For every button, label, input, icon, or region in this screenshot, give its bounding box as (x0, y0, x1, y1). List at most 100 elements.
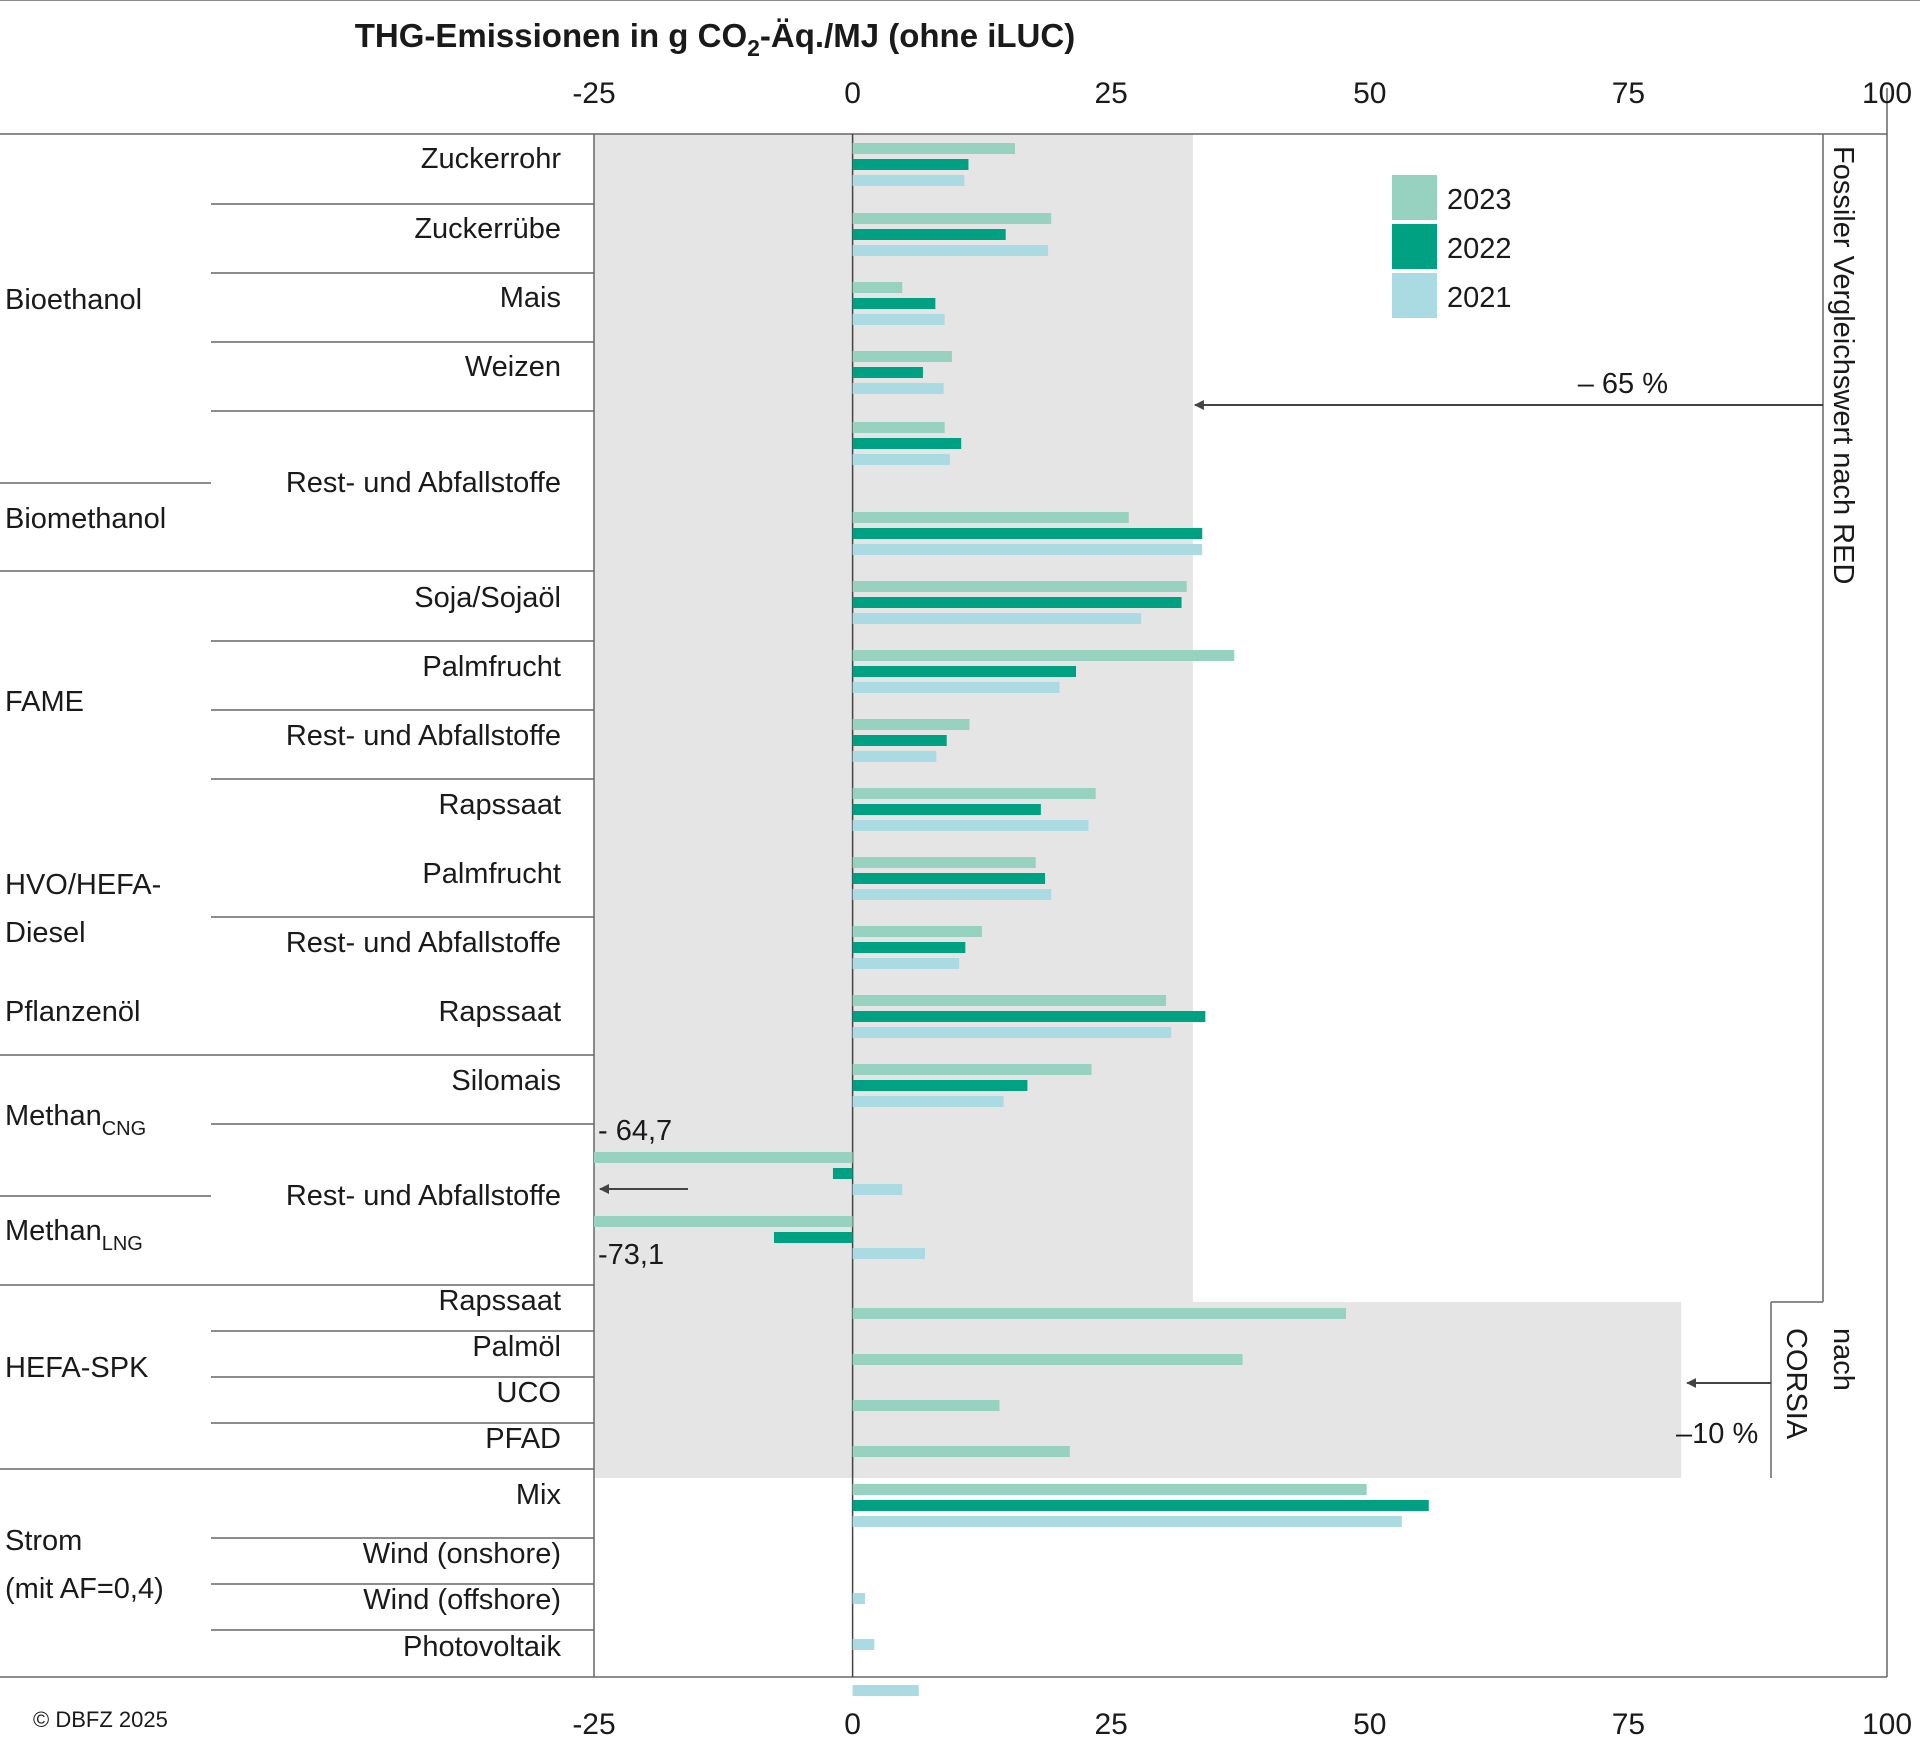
category-label: PFAD (485, 1423, 561, 1455)
bar (852, 544, 1203, 555)
group-label: Diesel (5, 917, 86, 949)
x-tick-top: 50 (1353, 77, 1386, 110)
bar (852, 1184, 903, 1195)
bar (852, 1516, 1402, 1527)
source-label: © DBFZ 2025 (33, 1707, 168, 1732)
bar (852, 1400, 1000, 1411)
x-tick-top: 0 (844, 77, 861, 110)
bar (852, 314, 945, 325)
bar (852, 735, 947, 746)
group-label: Pflanzenöl (5, 996, 140, 1028)
bar (852, 1639, 875, 1650)
x-tick-bottom: 50 (1353, 1708, 1386, 1741)
bar (594, 1152, 853, 1163)
offscale-value-label: -73,1 (598, 1239, 664, 1271)
category-label: Rapssaat (438, 789, 561, 821)
bars (594, 143, 1429, 1696)
category-label: Wind (offshore) (363, 1584, 561, 1616)
category-label: Mais (500, 282, 561, 314)
bar (852, 298, 936, 309)
bar (852, 1685, 919, 1696)
corsia-threshold-area (594, 1302, 1682, 1478)
bar (852, 1593, 866, 1604)
frame-lines (0, 0, 1920, 1678)
bar (852, 1500, 1429, 1511)
x-tick-bottom: 75 (1612, 1708, 1645, 1741)
legend-label: 2023 (1447, 184, 1512, 216)
bar (852, 597, 1182, 608)
bar (852, 1354, 1243, 1365)
bar (852, 1096, 1004, 1107)
bar (852, 351, 952, 362)
category-label: Rapssaat (438, 1285, 561, 1317)
x-tick-top: 25 (1095, 77, 1128, 110)
x-tick-bottom: -25 (572, 1708, 615, 1741)
bar (852, 367, 923, 378)
bar (852, 1248, 926, 1259)
bar (852, 995, 1167, 1006)
category-label: Rapssaat (438, 996, 561, 1028)
bar (852, 1446, 1070, 1457)
red-threshold-label: Fossiler Vergleichswert nach RED (1827, 146, 1859, 584)
category-label: Soja/Sojaöl (414, 582, 561, 614)
bar (852, 682, 1060, 693)
corsia-label: CORSIA (1780, 1328, 1812, 1440)
x-tick-bottom: 25 (1095, 1708, 1128, 1741)
bar (852, 282, 903, 293)
bar (852, 873, 1045, 884)
bar (852, 581, 1187, 592)
legend-swatch (1392, 175, 1437, 220)
category-label: Palmöl (472, 1331, 561, 1363)
group-label: MethanLNG (5, 1215, 143, 1255)
bar (852, 751, 937, 762)
bar (852, 175, 965, 186)
group-label: Strom (5, 1525, 82, 1557)
category-label: Palmfrucht (422, 651, 561, 683)
bar (852, 942, 966, 953)
bar (852, 383, 944, 394)
threshold-shading (594, 134, 1682, 1478)
bar (852, 666, 1077, 677)
legend-swatch (1392, 224, 1437, 269)
bar (852, 1080, 1028, 1091)
bar (852, 804, 1041, 815)
legend-swatch (1392, 273, 1437, 318)
bar (852, 422, 945, 433)
chart-title: THG-Emissionen in g CO2-Äq./MJ (ohne iLU… (355, 17, 1075, 61)
corsia-label: nach (1827, 1328, 1859, 1391)
bar (852, 454, 950, 465)
bar (852, 528, 1203, 539)
category-label: Rest- und Abfallstoffe (286, 927, 561, 959)
bar (852, 1027, 1172, 1038)
bar (852, 719, 970, 730)
bar (852, 926, 982, 937)
x-tick-top: 100 (1862, 77, 1912, 110)
offscale-value-label: - 64,7 (598, 1115, 672, 1147)
bar (832, 1168, 853, 1179)
category-label: Mix (516, 1479, 562, 1511)
category-label: Zuckerrohr (421, 143, 562, 175)
bar (852, 1484, 1367, 1495)
bar (852, 857, 1036, 868)
group-label: HVO/HEFA- (5, 869, 161, 901)
category-label: Photovoltaik (403, 1631, 561, 1663)
bar (852, 213, 1052, 224)
bar (852, 613, 1142, 624)
legend-label: 2022 (1447, 233, 1512, 265)
bar (852, 438, 962, 449)
category-label: Palmfrucht (422, 858, 561, 890)
group-label: MethanCNG (5, 1100, 146, 1140)
group-label: FAME (5, 686, 84, 718)
group-label: HEFA-SPK (5, 1352, 149, 1384)
bar (852, 958, 960, 969)
group-label: (mit AF=0,4) (5, 1573, 164, 1605)
corsia-reduction-label: –10 % (1676, 1418, 1758, 1450)
bar (852, 889, 1052, 900)
category-label: Rest- und Abfallstoffe (286, 467, 561, 499)
bar (852, 1308, 1347, 1319)
bar (852, 159, 969, 170)
category-label: UCO (497, 1377, 561, 1409)
category-label: Rest- und Abfallstoffe (286, 720, 561, 752)
bar (852, 245, 1049, 256)
bar (852, 820, 1089, 831)
